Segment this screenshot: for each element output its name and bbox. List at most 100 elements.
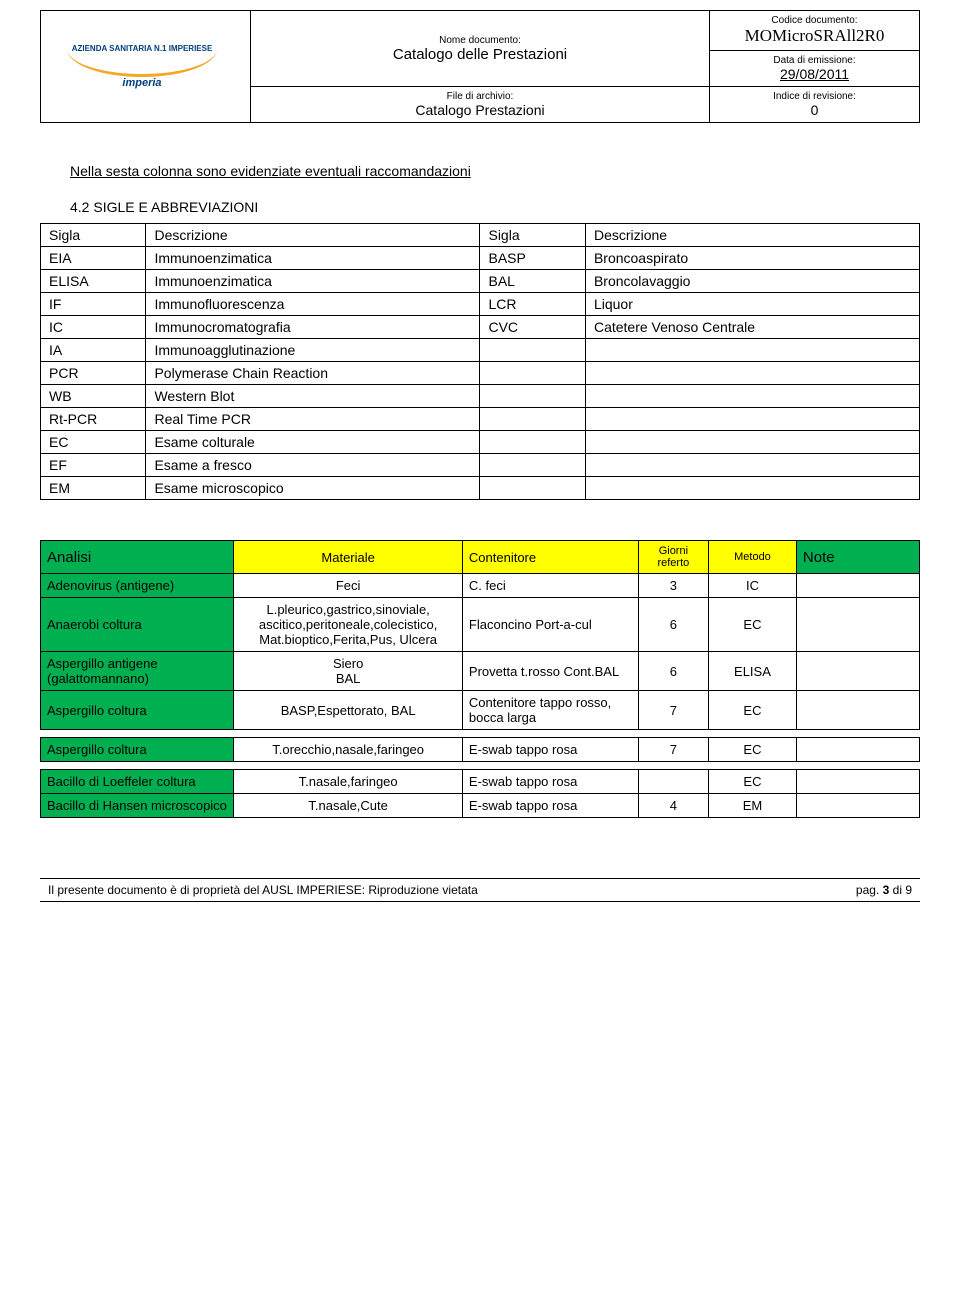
abbrev-cell: WB (41, 385, 146, 408)
logo-curve (67, 47, 217, 77)
analisi-cell: EM (709, 794, 797, 818)
analisi-cell: Flaconcino Port-a-cul (462, 598, 638, 652)
abbrev-cell: PCR (41, 362, 146, 385)
analisi-cell: E-swab tappo rosa (462, 770, 638, 794)
subsection-title: 4.2 SIGLE E ABBREVIAZIONI (70, 199, 920, 215)
abbreviations-table: SiglaDescrizioneSiglaDescrizioneEIAImmun… (40, 223, 920, 500)
abbrev-cell: IC (41, 316, 146, 339)
data-emissione-cell: Data di emissione: 29/08/2011 (710, 51, 920, 87)
analisi-cell (796, 794, 919, 818)
abbrev-cell: Real Time PCR (146, 408, 480, 431)
abbrev-cell (480, 477, 585, 500)
analisi-cell: Aspergillo coltura (41, 691, 234, 730)
abbrev-cell: Immunoenzimatica (146, 270, 480, 293)
analisi-cell: BASP,Espettorato, BAL (234, 691, 463, 730)
nome-documento-label: Nome documento: (259, 35, 701, 46)
abbrev-cell: EF (41, 454, 146, 477)
abbrev-cell: Esame a fresco (146, 454, 480, 477)
abbrev-cell: IA (41, 339, 146, 362)
logo-placeholder: AZIENDA SANITARIA N.1 IMPERIESE imperia (47, 32, 237, 102)
analisi-cell: Bacillo di Hansen microscopico (41, 794, 234, 818)
analisi-cell: IC (709, 574, 797, 598)
table-row: Aspergillo colturaT.orecchio,nasale,fari… (41, 738, 920, 762)
document-header-table: AZIENDA SANITARIA N.1 IMPERIESE imperia … (40, 10, 920, 123)
table-row: ELISAImmunoenzimaticaBALBroncolavaggio (41, 270, 920, 293)
analisi-cell: EC (709, 738, 797, 762)
abbrev-header-cell: Sigla (41, 224, 146, 247)
logo-cell: AZIENDA SANITARIA N.1 IMPERIESE imperia (41, 11, 251, 123)
analisi-header-cell: Metodo (709, 541, 797, 574)
analisi-cell (796, 598, 919, 652)
table-row: Aspergillo colturaBASP,Espettorato, BALC… (41, 691, 920, 730)
abbrev-cell: ELISA (41, 270, 146, 293)
codice-documento-label: Codice documento: (718, 15, 911, 26)
analisi-cell: Aspergillo coltura (41, 738, 234, 762)
analisi-cell: 6 (638, 652, 708, 691)
analisi-cell: L.pleurico,gastrico,sinoviale, ascitico,… (234, 598, 463, 652)
logo-subtext: imperia (122, 77, 161, 89)
analisi-cell: T.nasale,faringeo (234, 770, 463, 794)
analisi-cell: E-swab tappo rosa (462, 738, 638, 762)
table-row: ICImmunocromatografiaCVCCatetere Venoso … (41, 316, 920, 339)
table-row: EMEsame microscopico (41, 477, 920, 500)
indice-revisione-cell: Indice di revisione: 0 (710, 87, 920, 123)
analisi-cell (796, 770, 919, 794)
analisi-cell: EC (709, 770, 797, 794)
abbrev-cell: Immunoagglutinazione (146, 339, 480, 362)
footer-left: Il presente documento è di proprietà del… (48, 883, 478, 897)
table-row: Anaerobi colturaL.pleurico,gastrico,sino… (41, 598, 920, 652)
abbrev-cell: EM (41, 477, 146, 500)
analisi-cell: 7 (638, 738, 708, 762)
abbrev-header-cell: Descrizione (585, 224, 919, 247)
page-footer: Il presente documento è di proprietà del… (40, 878, 920, 902)
analisi-cell: Feci (234, 574, 463, 598)
footer-page: 3 (883, 883, 890, 897)
analisi-cell (638, 770, 708, 794)
table-row: Rt-PCRReal Time PCR (41, 408, 920, 431)
abbrev-cell: Liquor (585, 293, 919, 316)
abbrev-cell: Broncoaspirato (585, 247, 919, 270)
abbrev-cell: Broncolavaggio (585, 270, 919, 293)
analisi-cell: 4 (638, 794, 708, 818)
analisi-cell (796, 574, 919, 598)
abbrev-cell (585, 362, 919, 385)
abbrev-cell: LCR (480, 293, 585, 316)
abbrev-cell: CVC (480, 316, 585, 339)
footer-right: pag. 3 di 9 (856, 883, 912, 897)
analisi-cell: C. feci (462, 574, 638, 598)
analisi-cell: EC (709, 598, 797, 652)
data-emissione-value: 29/08/2011 (718, 66, 911, 82)
analisi-cell: EC (709, 691, 797, 730)
analisi-header-cell: Giorni referto (638, 541, 708, 574)
analisi-table: AnalisiMaterialeContenitoreGiorni refert… (40, 540, 920, 818)
file-archivio-label: File di archivio: (259, 91, 701, 102)
indice-revisione-label: Indice di revisione: (718, 91, 911, 102)
file-archivio-value: Catalogo Prestazioni (259, 102, 701, 118)
indice-revisione-value: 0 (718, 102, 911, 118)
abbrev-cell (480, 431, 585, 454)
analisi-cell: 6 (638, 598, 708, 652)
abbrev-cell: Polymerase Chain Reaction (146, 362, 480, 385)
file-archivio-cell: File di archivio: Catalogo Prestazioni (251, 87, 710, 123)
analisi-cell (796, 652, 919, 691)
analisi-header-cell: Analisi (41, 541, 234, 574)
abbrev-cell (585, 385, 919, 408)
abbrev-cell (480, 385, 585, 408)
abbrev-cell (480, 408, 585, 431)
analisi-cell: T.nasale,Cute (234, 794, 463, 818)
abbrev-cell (585, 408, 919, 431)
analisi-cell: Adenovirus (antigene) (41, 574, 234, 598)
abbrev-cell: Western Blot (146, 385, 480, 408)
abbrev-cell (480, 454, 585, 477)
abbrev-cell: BASP (480, 247, 585, 270)
table-row: PCRPolymerase Chain Reaction (41, 362, 920, 385)
table-row: Bacillo di Hansen microscopicoT.nasale,C… (41, 794, 920, 818)
table-row: IAImmunoagglutinazione (41, 339, 920, 362)
analisi-cell: Aspergillo antigene (galattomannano) (41, 652, 234, 691)
analisi-cell: 7 (638, 691, 708, 730)
analisi-header-cell: Contenitore (462, 541, 638, 574)
analisi-cell: Provetta t.rosso Cont.BAL (462, 652, 638, 691)
abbrev-header-cell: Sigla (480, 224, 585, 247)
analisi-cell: 3 (638, 574, 708, 598)
abbrev-cell (585, 431, 919, 454)
